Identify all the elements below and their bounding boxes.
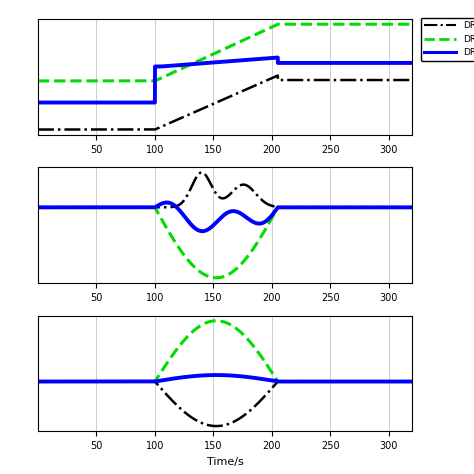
Legend: DR+, DR+, DR+: DR+, DR+, DR+ [420, 18, 474, 61]
X-axis label: Time/s: Time/s [207, 456, 244, 466]
